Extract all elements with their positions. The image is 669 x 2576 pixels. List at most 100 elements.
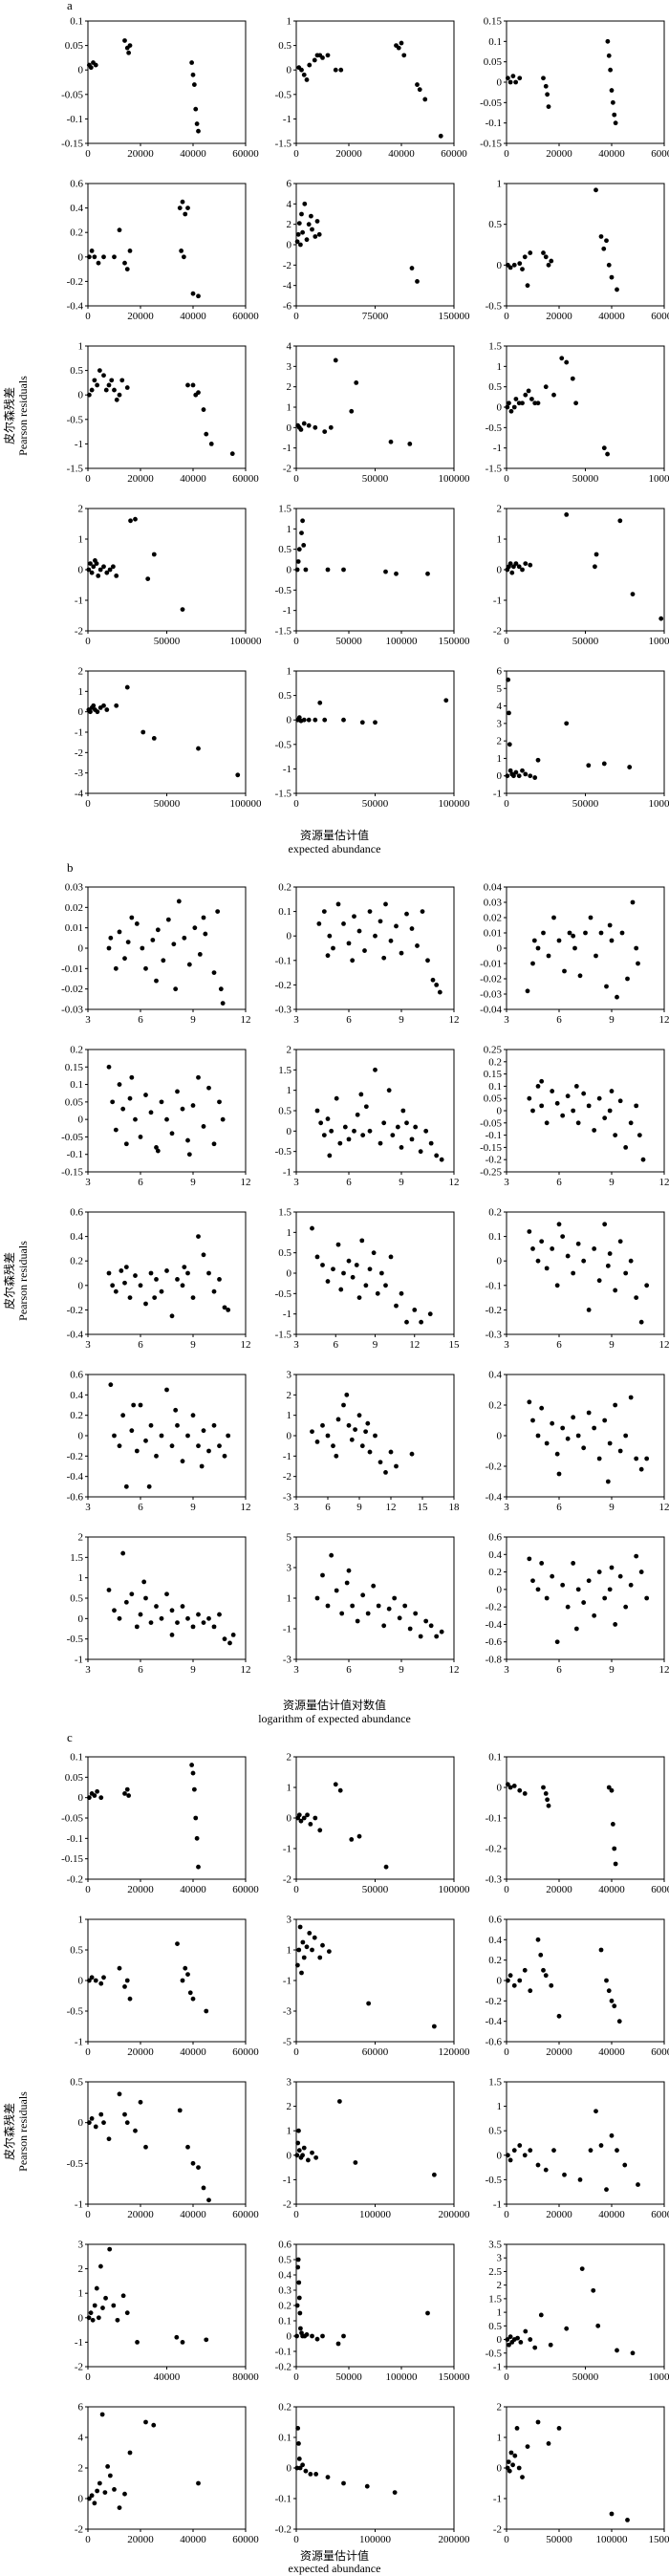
y-tick-label: 0.2 (278, 2301, 291, 2312)
data-point (296, 2280, 302, 2285)
data-point (598, 930, 604, 936)
data-point (182, 1265, 187, 1269)
x-tick-label: 0 (85, 2534, 91, 2545)
data-point (196, 128, 201, 134)
data-point (190, 291, 196, 296)
data-point (190, 382, 196, 388)
x-tick-label: 0 (293, 473, 299, 485)
data-point (609, 1998, 615, 2003)
data-point (138, 1283, 143, 1288)
data-point (592, 1246, 597, 1251)
y-tick-label: -3 (75, 768, 84, 779)
y-tick-label: 0.1 (278, 906, 291, 918)
data-point (636, 961, 640, 966)
data-point (548, 2342, 553, 2348)
data-point (593, 564, 597, 570)
x-tick-label: 3 (504, 1502, 509, 1513)
data-point (571, 1415, 576, 1420)
data-point (511, 262, 517, 268)
y-tick-label: -1 (493, 443, 502, 454)
x-tick-label: 3 (85, 1664, 91, 1676)
data-point (538, 1952, 544, 1958)
data-point (546, 262, 551, 268)
data-point (623, 1145, 629, 1150)
data-point (314, 219, 320, 224)
data-point (605, 38, 611, 44)
y-tick-label: -0.15 (480, 1142, 502, 1154)
data-point (314, 1254, 320, 1260)
data-point (413, 1124, 419, 1130)
y-tick-label: 1 (287, 1593, 292, 1605)
data-point (96, 260, 101, 266)
data-point (367, 909, 373, 914)
data-point (507, 710, 511, 716)
data-point (133, 1116, 138, 1122)
plot-frame (87, 1049, 247, 1173)
data-point (300, 1939, 306, 1945)
subplot-a-r3c1: -1.5 -1 -0.5 0 0.5 1 0 20000 40000 60000 (67, 341, 260, 486)
data-point (337, 1140, 343, 1146)
data-point (164, 1591, 169, 1597)
data-point (222, 1453, 227, 1459)
data-point (528, 2337, 533, 2342)
data-point (218, 986, 224, 992)
x-tick-label: 9 (373, 1339, 378, 1351)
data-point (412, 1308, 418, 1312)
y-tick-label: 6 (497, 666, 503, 678)
subplot-a-r3c2: -2 -1 0 1 2 3 4 0 50000 100000 (283, 341, 470, 486)
data-point (304, 1944, 310, 1950)
x-tick-label: 60000 (232, 2046, 259, 2058)
data-point (530, 1418, 535, 1423)
data-point (619, 930, 625, 936)
subplot-a-r1c2: -1.5 -1 -0.5 0 0.5 1 0 20000 40000 60000 (275, 16, 468, 161)
x-tick-label: 3 (85, 1502, 91, 1513)
x-tick-label: 60000 (651, 1884, 669, 1895)
data-point (335, 1242, 341, 1247)
data-point (120, 1106, 126, 1112)
data-point (92, 378, 97, 383)
data-point (329, 1552, 334, 1558)
data-point (190, 1996, 196, 2002)
data-point (562, 2172, 567, 2177)
data-point (129, 1591, 135, 1597)
x-tick-label: 50000 (335, 636, 362, 647)
data-point (593, 953, 598, 959)
data-point (124, 2310, 130, 2316)
y-tick-label: -1 (493, 2362, 502, 2373)
data-point (333, 1782, 338, 1787)
data-point (98, 1981, 104, 1986)
data-point (123, 1483, 129, 1489)
data-point (596, 1569, 602, 1574)
y-tick-label: -0.6 (67, 1492, 84, 1504)
y-tick-label: -0.2 (486, 1305, 502, 1316)
data-point (342, 1124, 348, 1130)
x-tick-label: 12 (241, 1339, 251, 1351)
y-tick-label: -0.5 (275, 1288, 292, 1300)
data-point (155, 1148, 161, 1154)
data-point (634, 1553, 639, 1559)
panel-c-ylabel-cn: 皮尔森残差 (2, 2103, 16, 2160)
y-tick-label: 2 (497, 504, 503, 515)
y-tick-label: 0.01 (65, 922, 83, 934)
plot-frame (506, 1536, 665, 1660)
y-tick-label: -4 (283, 280, 292, 292)
data-point (399, 950, 404, 956)
data-point (86, 2315, 92, 2321)
data-point (545, 1797, 550, 1803)
data-point (567, 930, 572, 936)
y-tick-label: 0.2 (488, 1400, 502, 1412)
data-point (402, 1603, 408, 1609)
x-tick-label: 20000 (127, 2209, 154, 2220)
data-point (399, 40, 404, 46)
data-point (395, 1124, 400, 1130)
data-point (114, 397, 119, 402)
data-point (96, 574, 101, 578)
data-point (437, 989, 442, 995)
data-point (119, 1268, 124, 1273)
data-point (628, 1120, 634, 1126)
x-tick-label: 50000 (572, 636, 599, 647)
data-point (306, 717, 312, 723)
x-tick-label: 9 (190, 1502, 196, 1513)
y-tick-label: 1 (287, 1085, 292, 1096)
x-tick-label: 9 (190, 1014, 196, 1026)
